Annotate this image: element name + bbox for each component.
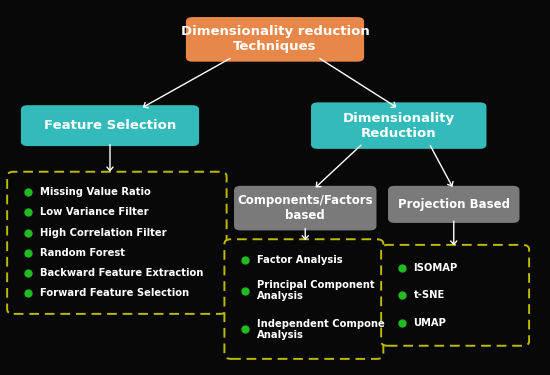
Text: Components/Factors
based: Components/Factors based xyxy=(238,194,373,222)
Text: Feature Selection: Feature Selection xyxy=(44,119,176,132)
Text: Dimensionality reduction
Techniques: Dimensionality reduction Techniques xyxy=(180,26,370,53)
FancyBboxPatch shape xyxy=(234,186,377,230)
FancyBboxPatch shape xyxy=(381,245,529,346)
Text: UMAP: UMAP xyxy=(414,318,447,327)
Text: Forward Feature Selection: Forward Feature Selection xyxy=(40,288,189,298)
Text: Missing Value Ratio: Missing Value Ratio xyxy=(40,187,150,197)
Text: t-SNE: t-SNE xyxy=(414,290,445,300)
Text: Random Forest: Random Forest xyxy=(40,248,125,258)
FancyBboxPatch shape xyxy=(224,239,383,359)
FancyBboxPatch shape xyxy=(311,102,487,149)
Text: Dimensionality
Reduction: Dimensionality Reduction xyxy=(343,112,455,140)
Text: Principal Component
Analysis: Principal Component Analysis xyxy=(257,280,375,302)
FancyBboxPatch shape xyxy=(21,105,199,146)
Text: Low Variance Filter: Low Variance Filter xyxy=(40,207,148,218)
Text: Backward Feature Extraction: Backward Feature Extraction xyxy=(40,268,203,278)
FancyBboxPatch shape xyxy=(186,17,364,62)
FancyBboxPatch shape xyxy=(7,172,227,314)
Text: Projection Based: Projection Based xyxy=(398,198,510,211)
Text: High Correlation Filter: High Correlation Filter xyxy=(40,228,166,238)
FancyBboxPatch shape xyxy=(388,186,519,223)
Text: ISOMAP: ISOMAP xyxy=(414,263,458,273)
Text: Factor Analysis: Factor Analysis xyxy=(257,255,343,266)
Text: Independent Compone
Analysis: Independent Compone Analysis xyxy=(257,318,384,340)
